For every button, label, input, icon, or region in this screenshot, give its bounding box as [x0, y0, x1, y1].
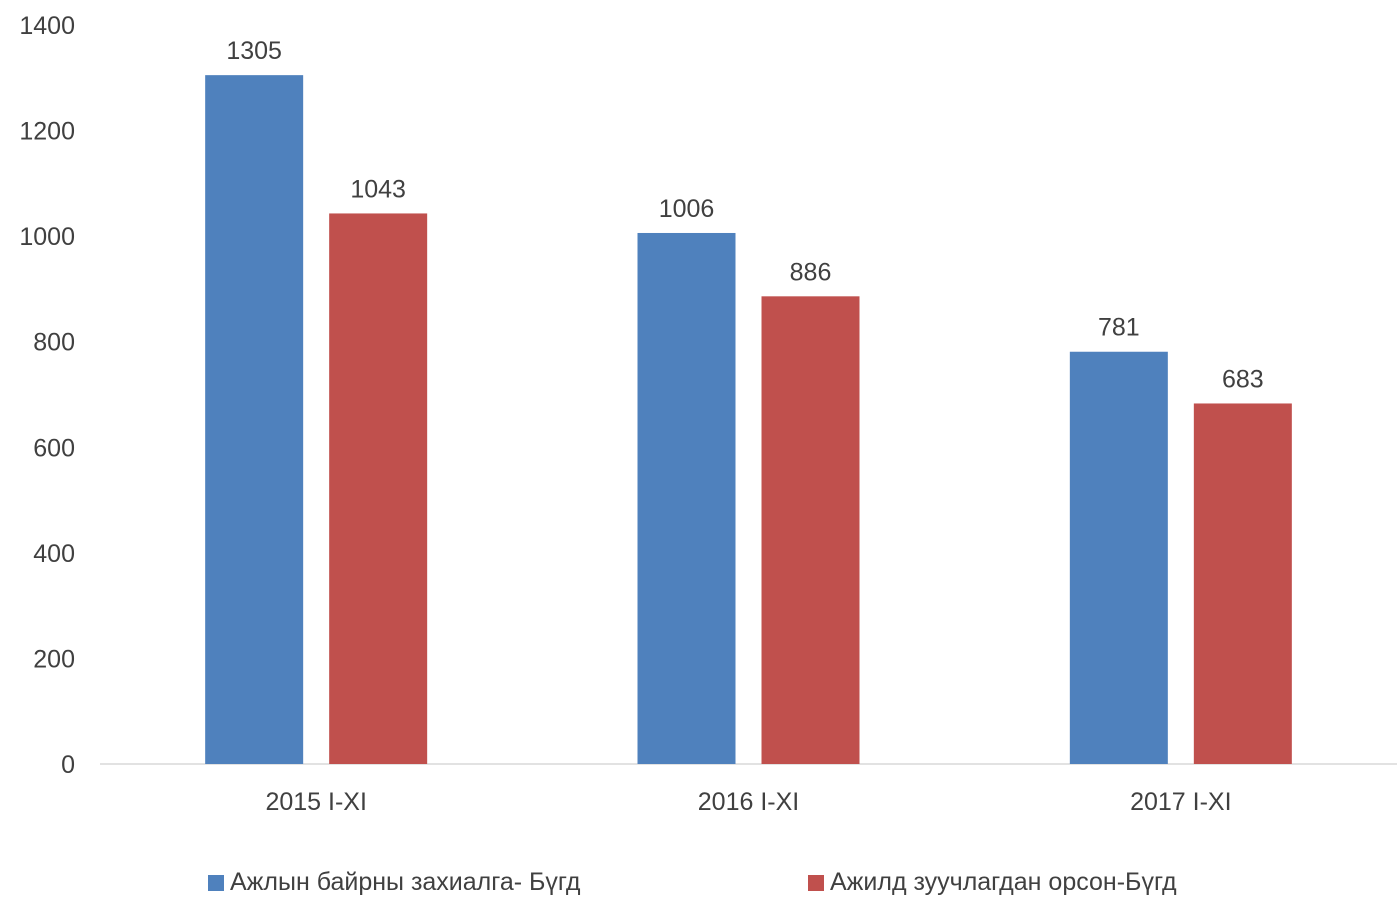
data-label: 1043 — [350, 175, 406, 203]
legend-item-series-1: Ажлын байрны захиалга- Бүгд — [208, 868, 581, 897]
data-label: 1006 — [659, 195, 715, 223]
y-tick-label: 200 — [33, 645, 75, 673]
bar-2-1 — [329, 213, 428, 764]
legend-label-series-2: Ажилд зуучлагдан орсон-Бүгд — [830, 868, 1177, 896]
legend-label-series-1: Ажлын байрны захиалга- Бүгд — [230, 868, 581, 896]
legend-swatch-series-1 — [208, 874, 224, 891]
data-label: 781 — [1098, 314, 1140, 342]
y-tick-label: 400 — [33, 540, 75, 568]
bar-chart: 0 200 400 600 800 1000 1200 1400 1305 1043 2015 I-… — [19, 12, 1397, 816]
bar-1-2 — [637, 232, 736, 764]
x-category-label: 2017 I-XI — [1130, 788, 1231, 816]
x-category-label: 2015 I-XI — [265, 788, 366, 816]
y-tick-label: 1000 — [19, 223, 75, 251]
data-label: 1305 — [226, 37, 282, 65]
bar-1-3 — [1069, 351, 1168, 764]
bar-2-3 — [1193, 403, 1292, 764]
y-tick-label: 800 — [33, 329, 75, 357]
data-label: 683 — [1222, 365, 1264, 393]
x-category-label: 2016 I-XI — [698, 788, 799, 816]
legend-item-series-2: Ажилд зуучлагдан орсон-Бүгд — [808, 868, 1177, 897]
y-tick-label: 1400 — [19, 12, 75, 40]
data-label: 886 — [790, 258, 832, 286]
y-tick-label: 0 — [61, 751, 75, 779]
bar-1-1 — [205, 75, 304, 765]
y-tick-label: 600 — [33, 434, 75, 462]
legend-swatch-series-2 — [808, 874, 824, 891]
legend: Ажлын байрны захиалга- Бүгд Ажилд зуучла… — [0, 868, 1397, 904]
bar-2-2 — [761, 296, 860, 764]
y-tick-label: 1200 — [19, 118, 75, 146]
